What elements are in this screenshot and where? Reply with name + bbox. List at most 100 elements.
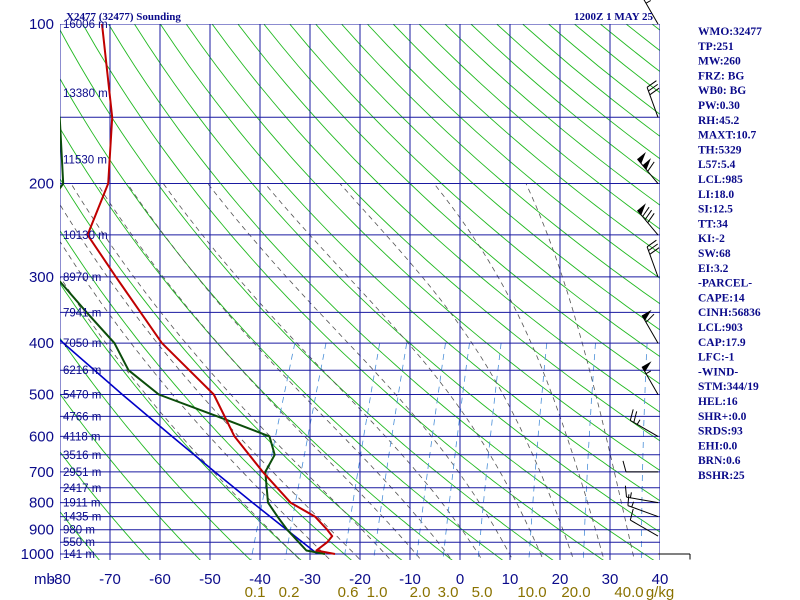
moist-adiabat [60, 276, 301, 560]
pressure-tick-label: 900 [29, 522, 54, 539]
mixing-ratio-label: 5.0 [472, 584, 493, 600]
height-label: 1435 m [63, 512, 101, 524]
dry-adiabat [341, 24, 660, 305]
dry-adiabat [108, 24, 655, 560]
wind-barb [641, 361, 659, 395]
moist-adiabat [96, 183, 422, 560]
height-label: 3516 m [63, 450, 101, 462]
sounding-index: -WIND- [698, 366, 738, 378]
dry-adiabat [211, 24, 660, 442]
height-label: 7050 m [63, 338, 101, 350]
pressure-tick-label: 300 [29, 269, 54, 286]
valid-time: 1200Z 1 MAY 25 [574, 11, 653, 23]
dry-adiabat [134, 24, 660, 533]
pressure-tick-label: 200 [29, 176, 54, 193]
wind-barb [643, 0, 659, 25]
dry-adiabat [0, 24, 2, 565]
temperature-tick-label: -60 [149, 571, 171, 588]
dry-adiabat [548, 24, 660, 115]
sounding-index: KI:-2 [698, 233, 725, 245]
temperature-tick-label: 40 [652, 571, 669, 588]
moist-adiabat [60, 203, 361, 560]
sounding-index: LCL:903 [698, 322, 743, 334]
dry-adiabat [60, 77, 504, 560]
mixing-ratio-line [640, 343, 648, 560]
sounding-index: CAP:17.9 [698, 337, 746, 349]
sounding-index: SW:68 [698, 248, 731, 260]
sounding-index: L57:5.4 [698, 159, 736, 171]
wind-barb [622, 460, 659, 473]
moist-adiabat [162, 183, 483, 560]
sounding-index: WMO:32477 [698, 26, 762, 38]
dry-adiabat [60, 393, 201, 560]
wind-barb [637, 203, 659, 236]
sounding-index: SRDS:93 [698, 426, 743, 438]
moist-adiabat [70, 183, 392, 560]
temperature-tick-label: 30 [602, 571, 619, 588]
dry-adiabat [289, 24, 660, 358]
dry-adiabat [444, 24, 660, 206]
axes-labels: X2477 (32477) Sounding 1200Z 1 MAY 25 10… [21, 11, 675, 600]
pressure-tick-label: 500 [29, 387, 54, 404]
wind-barb [641, 309, 659, 344]
temperature-tick-label: 0 [456, 571, 464, 588]
mixing-ratio-label: 0.2 [279, 584, 300, 600]
pressure-tick-label: 800 [29, 495, 54, 512]
pressure-unit-label: mb [34, 571, 55, 588]
dry-adiabat [60, 511, 100, 560]
moist-adiabat [339, 183, 575, 560]
dry-adiabat [392, 24, 660, 254]
height-label: 13380 m [63, 88, 108, 100]
sounding-index: MAXT:10.7 [698, 130, 756, 142]
mixing-ratio-line [373, 343, 408, 560]
sounding-index: LFC:-1 [698, 352, 735, 364]
temperature-tick-label: -40 [249, 571, 271, 588]
sounding-index: TH:5329 [698, 144, 742, 156]
height-label: 7941 m [63, 307, 101, 319]
temperature-tick-label: -10 [399, 571, 421, 588]
height-label: 1911 m [63, 498, 101, 510]
profiles [60, 24, 336, 555]
sounding-index: WB0: BG [698, 85, 746, 97]
sounding-index: LCL:985 [698, 174, 743, 186]
mixing-ratio-label: 0.6 [338, 584, 359, 600]
mixing-ratio-label: 2.0 [410, 584, 431, 600]
dry-adiabat [237, 24, 660, 413]
sounding-index: SI:12.5 [698, 204, 733, 216]
sounding-index: TP:251 [698, 41, 734, 53]
mixing-ratio-label: 1.0 [367, 584, 388, 600]
dry-adiabat [60, 127, 453, 560]
pressure-tick-label: 100 [29, 16, 54, 33]
mixing-ratio-label: 10.0 [517, 584, 546, 600]
sounding-index: TT:34 [698, 218, 728, 230]
sounding-index: STM:344/19 [698, 381, 759, 393]
sounding-index: MW:260 [698, 56, 741, 68]
mixing-ratio-label: 3.0 [438, 584, 459, 600]
dry-adiabat [159, 24, 660, 502]
dry-adiabat [574, 24, 660, 94]
grid [60, 24, 660, 560]
moist-adiabat [433, 183, 605, 560]
mixing-ratio-label: g/kg [646, 584, 674, 600]
dewpoint-line [60, 115, 326, 555]
height-label: 16006 m [63, 19, 108, 31]
pressure-tick-label: 400 [29, 335, 54, 352]
dry-adiabat [60, 28, 554, 560]
mixing-ratio-line [582, 343, 596, 560]
dry-adiabat [263, 24, 660, 385]
mixing-ratio-line [250, 343, 296, 560]
dry-adiabat [185, 24, 660, 471]
sounding-index: RH:45.2 [698, 115, 739, 127]
wind-barb [629, 409, 659, 437]
temperature-tick-label: -30 [299, 571, 321, 588]
temperature-tick-label: -20 [349, 571, 371, 588]
wind-barb [646, 239, 660, 278]
wind-barb [624, 485, 659, 504]
dry-adiabat [60, 282, 302, 560]
sounding-index: FRZ: BG [698, 70, 744, 82]
mixing-ratio-line [477, 343, 502, 560]
mixing-ratio-line [442, 343, 470, 560]
mixing-ratio-label: 0.1 [245, 584, 266, 600]
temperature-tick-label: -70 [99, 571, 121, 588]
